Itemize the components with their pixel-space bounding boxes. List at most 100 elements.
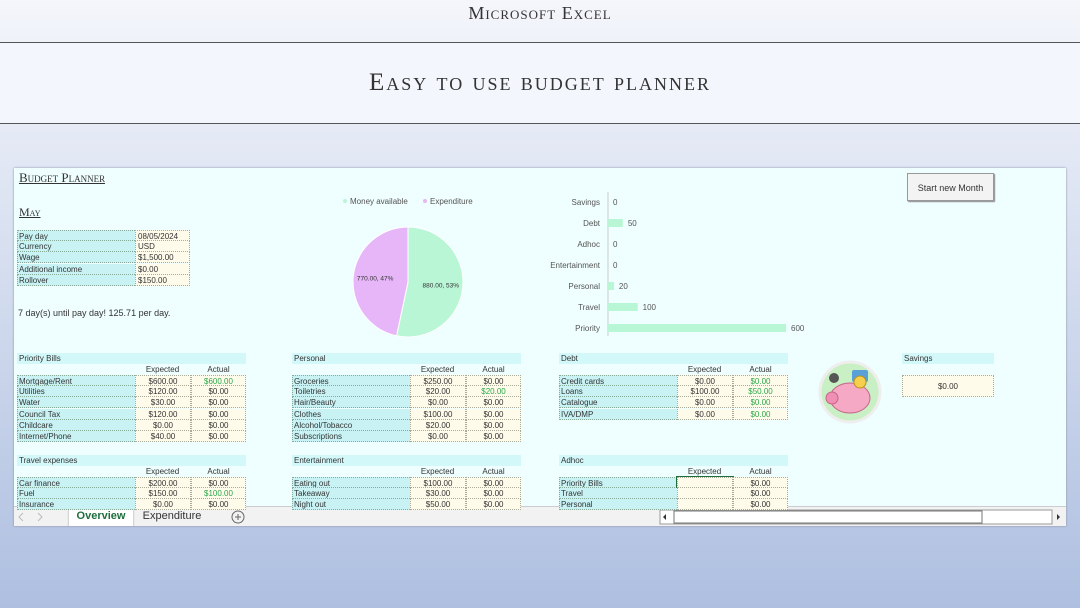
row-label: Loans (559, 386, 677, 398)
charts: 880.00, 53% Money available 770.00, 47% Exp… (343, 192, 882, 424)
empty-cell (677, 488, 733, 500)
amount: $0.00 (733, 375, 788, 386)
amount: $30.00 (410, 488, 466, 500)
amount: $40.00 (135, 431, 191, 442)
amount: $100.00 (410, 477, 466, 488)
add-sheet-plus (235, 514, 241, 520)
row-label: IVA/DMP (559, 408, 677, 420)
column-header: Expected (420, 365, 455, 374)
amount: $0.00 (466, 431, 521, 442)
amount: $100.00 (677, 386, 733, 398)
info-value: 08/05/2024 (135, 230, 190, 241)
ball (829, 373, 839, 383)
amount: $0.00 (733, 499, 788, 511)
amount: $0.00 (410, 431, 466, 442)
section-title: Entertainment (292, 455, 521, 466)
amount: $0.00 (733, 477, 788, 488)
section-title: Adhoc (559, 455, 788, 466)
info-label: Rollover (17, 274, 135, 286)
nav-next[interactable] (37, 512, 43, 522)
legend-marker (343, 199, 347, 203)
amount: $0.00 (677, 375, 733, 386)
banner-title: Easy to use budget planner (369, 69, 711, 96)
amount: $0.00 (466, 397, 521, 409)
bar-value: 0 (613, 240, 618, 249)
row-label: Water (17, 397, 135, 409)
amount: $250.00 (410, 375, 466, 386)
add-sheet[interactable] (231, 510, 245, 524)
nav-prev[interactable] (18, 512, 24, 522)
pie-label: 880.00, 53% (423, 282, 460, 289)
amount: $0.00 (677, 397, 733, 409)
savings-value: $0.00 (902, 375, 994, 397)
column-header: Expected (145, 365, 180, 374)
start-month-button[interactable]: Start new Month (907, 173, 994, 201)
banner: Easy to use budget planner (0, 42, 1080, 124)
worksheet: 880.00, 53% Money available 770.00, 47% Exp… (14, 168, 1066, 526)
amount: $100.00 (410, 408, 466, 420)
amount: $0.00 (191, 499, 246, 511)
category-label: Personal (568, 282, 600, 291)
category-label: Adhoc (577, 240, 600, 249)
scroll-thumb[interactable] (673, 510, 983, 524)
amount: $50.00 (733, 386, 788, 398)
sheet-tab[interactable]: Overview (69, 507, 133, 526)
bar-value: 0 (613, 198, 618, 207)
amount: $0.00 (677, 408, 733, 420)
column-header: Expected (145, 467, 180, 476)
row-label: Groceries (292, 375, 410, 386)
amount: $0.00 (191, 408, 246, 420)
amount: $0.00 (191, 386, 246, 398)
column-header: Actual (482, 365, 505, 374)
row-label: Catalogue (559, 397, 677, 409)
amount: $150.00 (135, 488, 191, 500)
legend-label: Expenditure (430, 197, 473, 206)
info-value: $0.00 (135, 263, 190, 275)
bar-value: 50 (628, 219, 637, 228)
empty-cell (677, 499, 733, 511)
row-label: Alcohol/Tobacco (292, 419, 410, 431)
amount: $0.00 (733, 408, 788, 420)
countdown: 7 day(s) until pay day! 125.71 per day. (18, 308, 171, 318)
row-label: Priority Bills (559, 477, 677, 488)
bar-value: 100 (643, 303, 657, 312)
amount: $0.00 (135, 499, 191, 511)
row-label: Credit cards (559, 375, 677, 386)
row-label: Fuel (17, 488, 135, 500)
pie-label: 770.00, 47% (357, 276, 394, 283)
bar-value: 20 (619, 282, 628, 291)
amount: $600.00 (135, 375, 191, 386)
amount: $0.00 (466, 488, 521, 500)
savings-title: Savings (902, 353, 994, 364)
column-header: Expected (687, 365, 722, 374)
amount: $0.00 (191, 431, 246, 442)
row-label: Insurance (17, 499, 135, 511)
category-label: Priority (575, 324, 600, 333)
row-label: Subscriptions (292, 431, 410, 442)
bar (608, 219, 623, 227)
column-header: Actual (749, 365, 772, 374)
bar (608, 303, 638, 311)
row-label: Car finance (17, 477, 135, 488)
amount: $0.00 (733, 397, 788, 409)
bar (608, 282, 614, 290)
sheet-tab[interactable]: Expenditure (142, 510, 202, 522)
section-title: Priority Bills (17, 353, 246, 364)
amount: $0.00 (191, 397, 246, 409)
column-header: Actual (749, 467, 772, 476)
row-label: Night out (292, 499, 410, 511)
month: May (19, 205, 41, 219)
amount: $0.00 (410, 397, 466, 409)
coin (853, 375, 867, 389)
amount: $100.00 (191, 488, 246, 500)
category-label: Savings (572, 198, 600, 207)
amount: $120.00 (135, 386, 191, 398)
amount: $20.00 (466, 386, 521, 398)
legend-label: Money available (350, 197, 408, 206)
column-header: Expected (687, 467, 722, 476)
piggy-icon (818, 360, 882, 424)
section-title: Travel expenses (17, 455, 246, 466)
row-label: Clothes (292, 408, 410, 420)
row-label: Childcare (17, 419, 135, 431)
